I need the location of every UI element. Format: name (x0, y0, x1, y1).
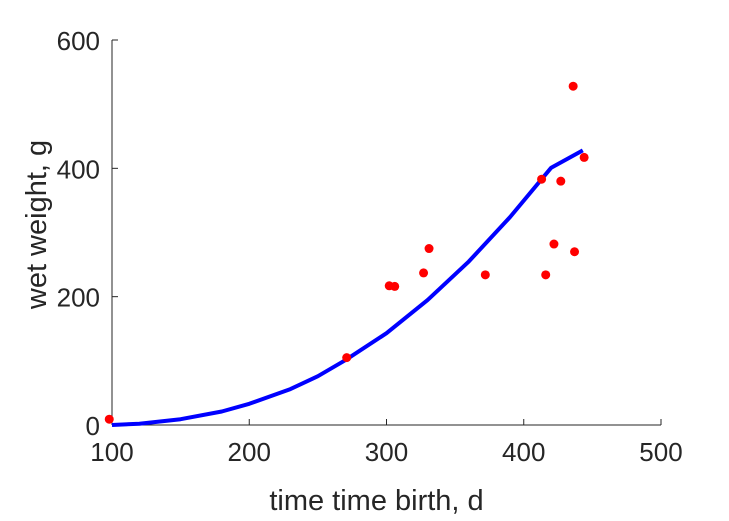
data-point (579, 152, 589, 162)
data-point (537, 174, 547, 184)
data-point (541, 270, 551, 280)
y-tick-label: 400 (57, 154, 100, 184)
data-point (556, 176, 566, 186)
data-point (419, 268, 429, 278)
data-point (424, 244, 434, 254)
fit-curve (111, 148, 584, 427)
axes: 100 200 300 400 500 0 200 400 600 (57, 26, 683, 467)
data-point (570, 247, 580, 257)
data-point (568, 81, 578, 91)
x-tick-label: 100 (90, 437, 133, 467)
data-point (390, 281, 400, 291)
x-tick-label: 500 (639, 437, 682, 467)
fit-curve-layer (111, 148, 584, 427)
data-point (342, 353, 352, 363)
data-points-layer (104, 81, 589, 424)
x-tick-label: 400 (502, 437, 545, 467)
data-point (104, 414, 114, 424)
y-tick-label: 200 (57, 283, 100, 313)
x-tick-label: 300 (365, 437, 408, 467)
y-axis-label: wet weight, g (21, 140, 53, 310)
data-point (480, 270, 490, 280)
y-tick-label: 600 (57, 26, 100, 56)
x-tick-label: 200 (228, 437, 271, 467)
y-tick-label: 0 (86, 411, 100, 441)
x-axis-label: time time birth, d (269, 485, 483, 517)
data-point (549, 239, 559, 249)
